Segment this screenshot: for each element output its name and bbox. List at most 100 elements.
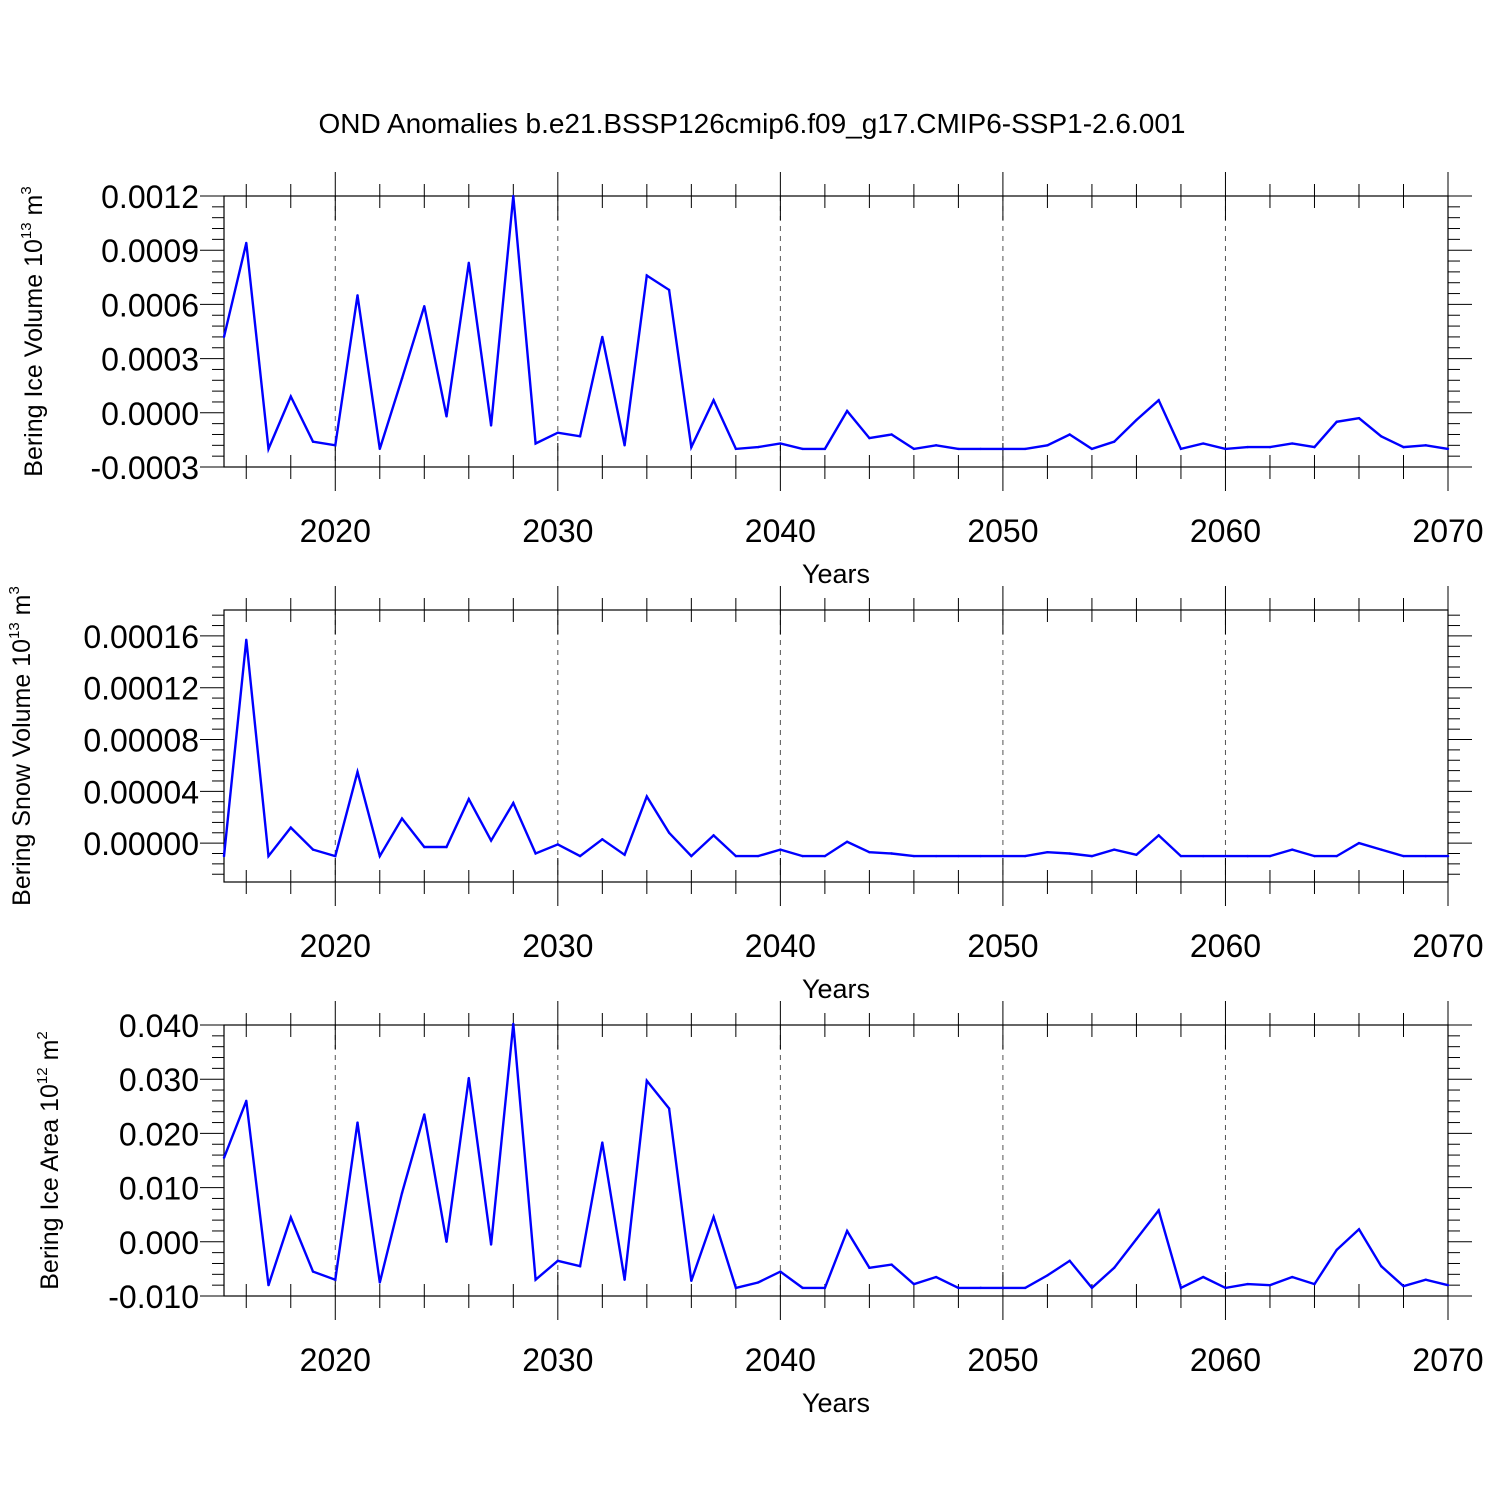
ice-volume-y-tick-label: 0.0012	[101, 179, 199, 215]
ice-area-data-point	[912, 1282, 916, 1286]
ice-area-plot-frame	[223, 1024, 1449, 1297]
snow-volume-data-point	[512, 801, 515, 805]
ice-area-data-point	[1090, 1286, 1094, 1290]
ice-area-data-point	[934, 1275, 938, 1279]
ice-area-data-point	[1402, 1285, 1405, 1288]
snow-volume-data-point	[334, 854, 337, 858]
ice-area-data-point	[423, 1113, 426, 1116]
snow-volume-data-point	[445, 845, 448, 849]
snow-volume-data-point	[957, 854, 960, 858]
ice-volume-data-point	[311, 440, 315, 443]
ice-area-data-point	[690, 1279, 693, 1283]
ice-area-data-point	[1135, 1237, 1138, 1241]
ice-area-x-tick-label: 2060	[1190, 1342, 1261, 1378]
ice-volume-x-tick-label: 2050	[967, 513, 1038, 549]
snow-volume-data-point	[756, 854, 760, 858]
chart-title: OND Anomalies b.e21.BSSP126cmip6.f09_g17…	[319, 108, 1186, 139]
snow-volume-data-point	[912, 854, 916, 858]
ice-volume-data-point	[1335, 420, 1338, 424]
ice-volume-data-point	[1446, 447, 1450, 451]
snow-volume-y-tick-label: 0.00008	[83, 723, 199, 759]
ice-area-data-point	[845, 1229, 849, 1233]
ice-area-data-point	[1313, 1282, 1316, 1286]
ice-volume-data-point	[823, 447, 827, 451]
ice-area-data-point	[756, 1281, 760, 1284]
ice-area-data-point	[1157, 1209, 1160, 1212]
ice-volume-data-point	[1402, 445, 1405, 449]
snow-volume-data-point	[534, 852, 537, 855]
snow-volume-x-tick-label: 2050	[967, 928, 1038, 964]
ice-volume-data-point	[489, 424, 493, 427]
ice-area-y-tick-label: 0.000	[119, 1225, 199, 1261]
ice-volume-data-point	[1357, 417, 1361, 420]
ice-area-data-point	[1246, 1282, 1249, 1286]
snow-volume-data-point	[734, 854, 738, 858]
snow-volume-data-point	[1090, 854, 1094, 858]
snow-volume-data-point	[423, 845, 426, 849]
snow-volume-data-point	[578, 854, 582, 858]
snow-volume-data-point	[1001, 854, 1005, 858]
snow-volume-data-point	[1357, 841, 1361, 845]
snow-volume-data-point	[601, 838, 604, 841]
ice-volume-x-axis-label: Years	[802, 559, 870, 589]
snow-volume-data-point	[1291, 848, 1294, 851]
ice-area-x-tick-label: 2050	[967, 1342, 1038, 1378]
ice-volume-data-point	[934, 444, 938, 447]
ice-volume-x-tick-label: 2030	[522, 513, 593, 549]
snow-volume-data-point	[979, 854, 982, 858]
snow-volume-data-point	[667, 831, 671, 834]
ice-volume-y-tick-label: 0.0000	[101, 396, 199, 432]
snow-volume-data-point	[400, 817, 404, 820]
ice-volume-data-point	[1202, 442, 1205, 445]
ice-area-data-point	[1446, 1283, 1450, 1287]
ice-volume-data-point	[801, 447, 804, 451]
snow-volume-data-point	[1112, 848, 1116, 851]
ice-volume-data-point	[912, 447, 916, 451]
snow-volume-y-tick-label: 0.00004	[83, 774, 199, 810]
ice-area-data-point	[1046, 1274, 1049, 1277]
ice-volume-data-point	[578, 435, 582, 438]
snow-volume-panel: 0.00000 0.00004 0.00008 0.00012 0.00016 2020 2…	[6, 586, 1484, 1004]
ice-area-data-point	[222, 1156, 226, 1159]
ice-volume-data-point	[734, 447, 738, 451]
snow-volume-data-point	[1157, 834, 1160, 837]
ice-volume-data-point	[1268, 445, 1272, 449]
snow-volume-data-point	[289, 826, 292, 829]
ice-volume-data-point	[667, 288, 671, 292]
snow-volume-data-point	[1135, 853, 1138, 856]
ice-volume-data-point	[1380, 435, 1383, 438]
snow-volume-data-point	[823, 854, 827, 858]
snow-volume-data-point	[1268, 854, 1272, 858]
ice-area-data-point	[356, 1121, 359, 1124]
snow-volume-data-point	[845, 840, 849, 844]
ice-volume-data-point	[1291, 442, 1294, 445]
ice-area-x-tick-label: 2040	[745, 1342, 816, 1378]
ice-area-y-tick-label: 0.040	[119, 1008, 199, 1044]
ice-area-data-point	[645, 1079, 649, 1083]
snow-volume-x-tick-label: 2060	[1190, 928, 1261, 964]
ice-volume-y-tick-label: 0.0003	[101, 342, 199, 378]
ice-volume-data-point	[623, 444, 626, 447]
ice-area-data-point	[1424, 1278, 1427, 1281]
ice-area-data-point	[712, 1215, 715, 1219]
ice-area-data-point	[578, 1264, 582, 1268]
ice-area-data-point	[512, 1022, 515, 1026]
snow-volume-data-point	[556, 843, 560, 846]
ice-volume-y-tick-label: 0.0006	[101, 287, 199, 323]
ice-volume-series-line	[222, 195, 1449, 454]
ice-volume-data-point	[1313, 445, 1316, 449]
ice-area-data-point	[311, 1270, 315, 1273]
ice-area-y-axis-label: Bering Ice Area 1012 m2	[34, 1031, 64, 1290]
snow-volume-data-point	[1023, 854, 1027, 858]
ice-volume-data-point	[1068, 433, 1071, 436]
ice-area-y-tick-label: 0.030	[119, 1062, 199, 1098]
ice-volume-data-point	[378, 447, 381, 451]
snow-volume-data-point	[890, 852, 893, 855]
ice-volume-data-point	[1246, 445, 1249, 449]
snow-volume-x-tick-label: 2040	[745, 928, 816, 964]
snow-volume-data-point	[1424, 854, 1427, 858]
ice-volume-data-point	[1135, 418, 1138, 422]
ice-volume-data-point	[1224, 447, 1227, 451]
ice-volume-data-point	[267, 447, 270, 451]
